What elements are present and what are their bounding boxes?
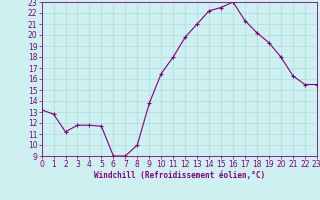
X-axis label: Windchill (Refroidissement éolien,°C): Windchill (Refroidissement éolien,°C) xyxy=(94,171,265,180)
